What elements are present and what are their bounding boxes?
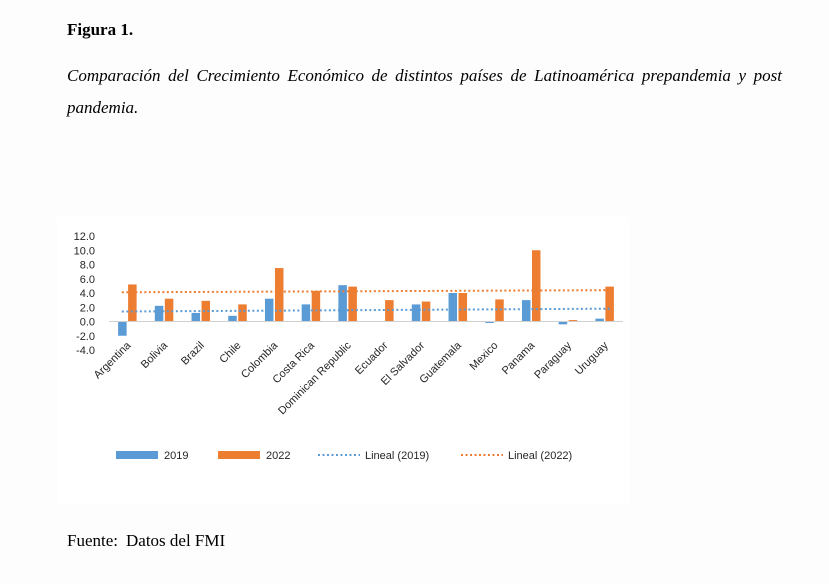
bar-2019-brazil [191, 312, 201, 322]
bar-2022-dominican-republic [348, 286, 357, 322]
bar-2019-paraguay [558, 321, 568, 325]
bar-2019-mexico [485, 321, 494, 323]
legend-label: 2022 [266, 450, 290, 462]
bar-2019-panama [521, 300, 531, 322]
bar-2022-mexico [495, 299, 504, 322]
figure-label: Figura 1. [67, 20, 134, 39]
y-tick-label: 8.0 [80, 260, 95, 272]
bar-2022-el-salvador [421, 301, 431, 322]
source-text: Datos del FMI [126, 531, 226, 550]
bar-2019-uruguay [595, 318, 604, 322]
y-tick-label: 10.0 [74, 245, 95, 257]
bar-2022-uruguay [605, 286, 614, 322]
source-label: Fuente: [67, 531, 118, 550]
figure-caption: Comparación del Crecimiento Económico de… [67, 66, 782, 117]
bar-2019-costa-rica [301, 304, 311, 322]
x-category-label: Paraguay [532, 339, 574, 381]
bar-2022-colombia [274, 268, 284, 322]
x-category-label: Bolivia [139, 339, 171, 371]
x-category-label: Uruguay [573, 339, 611, 377]
bar-2022-bolivia [164, 298, 174, 322]
y-tick-label: 4.0 [80, 288, 95, 300]
legend-label: 2019 [164, 450, 188, 462]
x-category-label: Chile [217, 340, 243, 366]
bar-2019-bolivia [154, 305, 164, 322]
trendline-2019 [121, 307, 611, 313]
x-category-label: Ecuador [353, 339, 391, 377]
bar-2022-brazil [201, 300, 211, 322]
y-tick-label: 2.0 [80, 302, 95, 314]
legend-label: Lineal (2022) [508, 450, 572, 462]
x-category-label: Dominican Republic [276, 339, 354, 417]
bar-2022-panama [531, 250, 541, 322]
bar-2022-argentina [128, 284, 137, 322]
y-tick-label: 6.0 [80, 274, 95, 286]
bar-2019-dominican-republic [338, 285, 347, 322]
y-tick-label: 0.0 [80, 317, 95, 329]
x-category-label: Argentina [92, 339, 134, 381]
x-category-label: Brazil [179, 340, 207, 368]
y-tick-label: -4.0 [76, 345, 95, 357]
bar-2019-guatemala [448, 293, 458, 322]
y-tick-label: 12.0 [74, 231, 95, 243]
bar-2022-ecuador [385, 300, 394, 322]
x-category-label: Panama [500, 339, 538, 377]
bar-2022-chile [238, 304, 247, 322]
legend-swatch-2019 [116, 451, 158, 459]
source-line: Fuente: Datos del FMI [67, 531, 225, 551]
x-category-label: Mexico [467, 340, 500, 373]
bar-2019-argentina [118, 321, 127, 336]
legend-swatch-2022 [218, 451, 260, 459]
bar-2022-guatemala [458, 293, 468, 322]
y-tick-label: -2.0 [76, 331, 95, 343]
chart-area: 12.0 10.0 8.0 6.0 4.0 2.0 0.0 -2.0 -4.0 Argentina… [57, 217, 629, 505]
bar-2019-el-salvador [411, 304, 421, 322]
bar-2019-chile [228, 315, 237, 322]
bar-chart: 12.0 10.0 8.0 6.0 4.0 2.0 0.0 -2.0 -4.0Argentina… [74, 231, 623, 462]
bar-2019-colombia [264, 298, 274, 322]
bar-2022-paraguay [568, 320, 578, 322]
bar-2022-costa-rica [311, 290, 321, 322]
legend-label: Lineal (2019) [365, 450, 429, 462]
trendline-2022 [121, 289, 611, 294]
